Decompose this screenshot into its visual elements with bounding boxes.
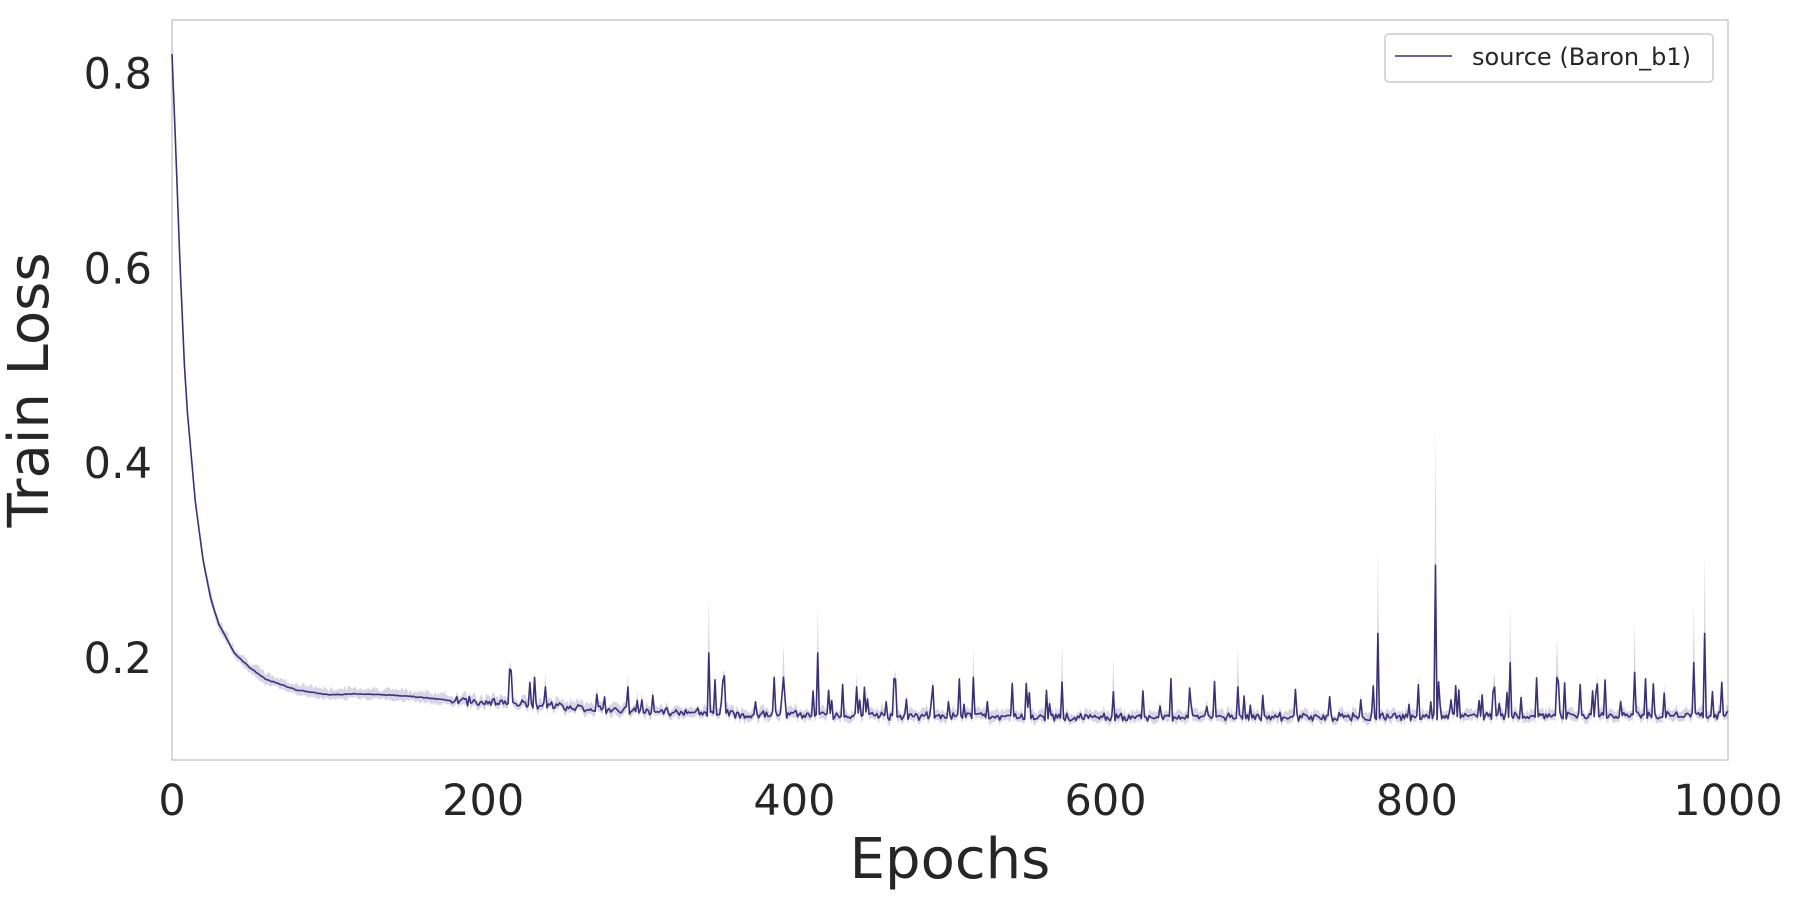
series-line-layer	[171, 54, 1729, 723]
x-axis-ticks: 0 200 400 600 800 1000	[158, 776, 1782, 826]
legend-entry-label: source (Baron_b1)	[1472, 43, 1691, 71]
series-line	[171, 54, 1729, 723]
y-tick-label: 0.2	[84, 634, 152, 684]
y-axis-ticks: 0.2 0.4 0.6 0.8	[84, 50, 152, 684]
x-tick-label: 600	[1065, 776, 1147, 826]
y-axis-title: Train Loss	[0, 253, 62, 529]
legend-frame	[1384, 33, 1714, 83]
x-tick-label: 1000	[1673, 776, 1782, 826]
y-tick-label: 0.8	[84, 50, 152, 100]
plot-area	[171, 19, 1729, 761]
x-tick-label: 0	[158, 776, 185, 826]
y-tick-label: 0.6	[84, 244, 152, 294]
x-axis-title: Epochs	[850, 827, 1051, 892]
x-tick-label: 400	[753, 776, 835, 826]
x-tick-label: 200	[442, 776, 524, 826]
legend: source (Baron_b1)	[1384, 33, 1714, 83]
y-tick-label: 0.4	[84, 439, 152, 489]
x-tick-label: 800	[1376, 776, 1458, 826]
